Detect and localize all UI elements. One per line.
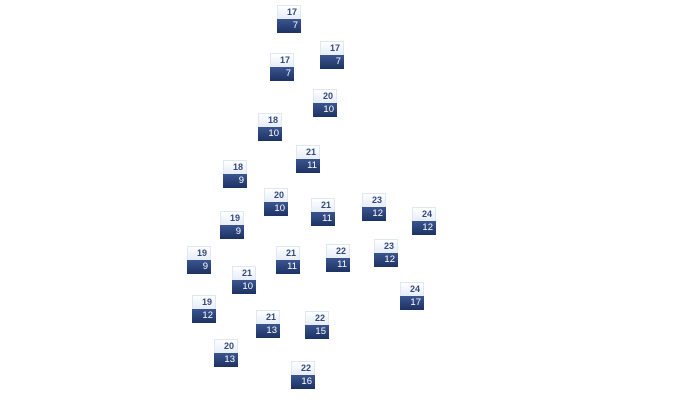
high-temperature: 21 [232, 266, 256, 280]
high-temperature: 20 [313, 89, 337, 103]
forecast-marker[interactable]: 17 7 [277, 5, 301, 33]
forecast-marker[interactable]: 21 13 [256, 310, 280, 338]
high-temperature: 19 [187, 246, 211, 260]
forecast-marker[interactable]: 19 9 [187, 246, 211, 274]
high-temperature: 23 [374, 239, 398, 253]
low-temperature: 9 [220, 225, 244, 239]
forecast-marker[interactable]: 21 11 [311, 198, 335, 226]
low-temperature: 12 [412, 221, 436, 235]
forecast-marker[interactable]: 21 10 [232, 266, 256, 294]
high-temperature: 20 [214, 339, 238, 353]
high-temperature: 19 [220, 211, 244, 225]
forecast-marker[interactable]: 17 7 [270, 53, 294, 81]
forecast-marker[interactable]: 18 9 [223, 160, 247, 188]
low-temperature: 11 [311, 212, 335, 226]
high-temperature: 21 [276, 246, 300, 260]
forecast-marker[interactable]: 24 12 [412, 207, 436, 235]
high-temperature: 22 [291, 361, 315, 375]
high-temperature: 22 [326, 244, 350, 258]
high-temperature: 17 [277, 5, 301, 19]
forecast-marker[interactable]: 22 15 [305, 311, 329, 339]
low-temperature: 10 [258, 127, 282, 141]
forecast-marker[interactable]: 23 12 [374, 239, 398, 267]
low-temperature: 7 [320, 55, 344, 69]
high-temperature: 20 [264, 188, 288, 202]
forecast-marker[interactable]: 18 10 [258, 113, 282, 141]
low-temperature: 11 [296, 159, 320, 173]
low-temperature: 10 [232, 280, 256, 294]
low-temperature: 12 [192, 309, 216, 323]
high-temperature: 24 [412, 207, 436, 221]
low-temperature: 9 [187, 260, 211, 274]
high-temperature: 18 [258, 113, 282, 127]
forecast-marker[interactable]: 22 11 [326, 244, 350, 272]
low-temperature: 10 [313, 103, 337, 117]
low-temperature: 16 [291, 375, 315, 389]
low-temperature: 15 [305, 325, 329, 339]
low-temperature: 11 [326, 258, 350, 272]
low-temperature: 12 [362, 207, 386, 221]
forecast-marker[interactable]: 21 11 [276, 246, 300, 274]
forecast-marker[interactable]: 20 10 [313, 89, 337, 117]
low-temperature: 12 [374, 253, 398, 267]
high-temperature: 23 [362, 193, 386, 207]
high-temperature: 17 [270, 53, 294, 67]
low-temperature: 9 [223, 174, 247, 188]
low-temperature: 13 [214, 353, 238, 367]
high-temperature: 21 [256, 310, 280, 324]
high-temperature: 24 [400, 282, 424, 296]
high-temperature: 19 [192, 295, 216, 309]
high-temperature: 22 [305, 311, 329, 325]
low-temperature: 11 [276, 260, 300, 274]
high-temperature: 17 [320, 41, 344, 55]
low-temperature: 13 [256, 324, 280, 338]
forecast-marker[interactable]: 22 16 [291, 361, 315, 389]
forecast-marker[interactable]: 17 7 [320, 41, 344, 69]
low-temperature: 7 [270, 67, 294, 81]
forecast-marker[interactable]: 20 10 [264, 188, 288, 216]
forecast-marker[interactable]: 19 9 [220, 211, 244, 239]
forecast-marker[interactable]: 24 17 [400, 282, 424, 310]
high-temperature: 21 [311, 198, 335, 212]
high-temperature: 21 [296, 145, 320, 159]
low-temperature: 17 [400, 296, 424, 310]
high-temperature: 18 [223, 160, 247, 174]
low-temperature: 10 [264, 202, 288, 216]
low-temperature: 7 [277, 19, 301, 33]
forecast-marker[interactable]: 23 12 [362, 193, 386, 221]
forecast-marker[interactable]: 21 11 [296, 145, 320, 173]
forecast-marker[interactable]: 20 13 [214, 339, 238, 367]
forecast-marker[interactable]: 19 12 [192, 295, 216, 323]
